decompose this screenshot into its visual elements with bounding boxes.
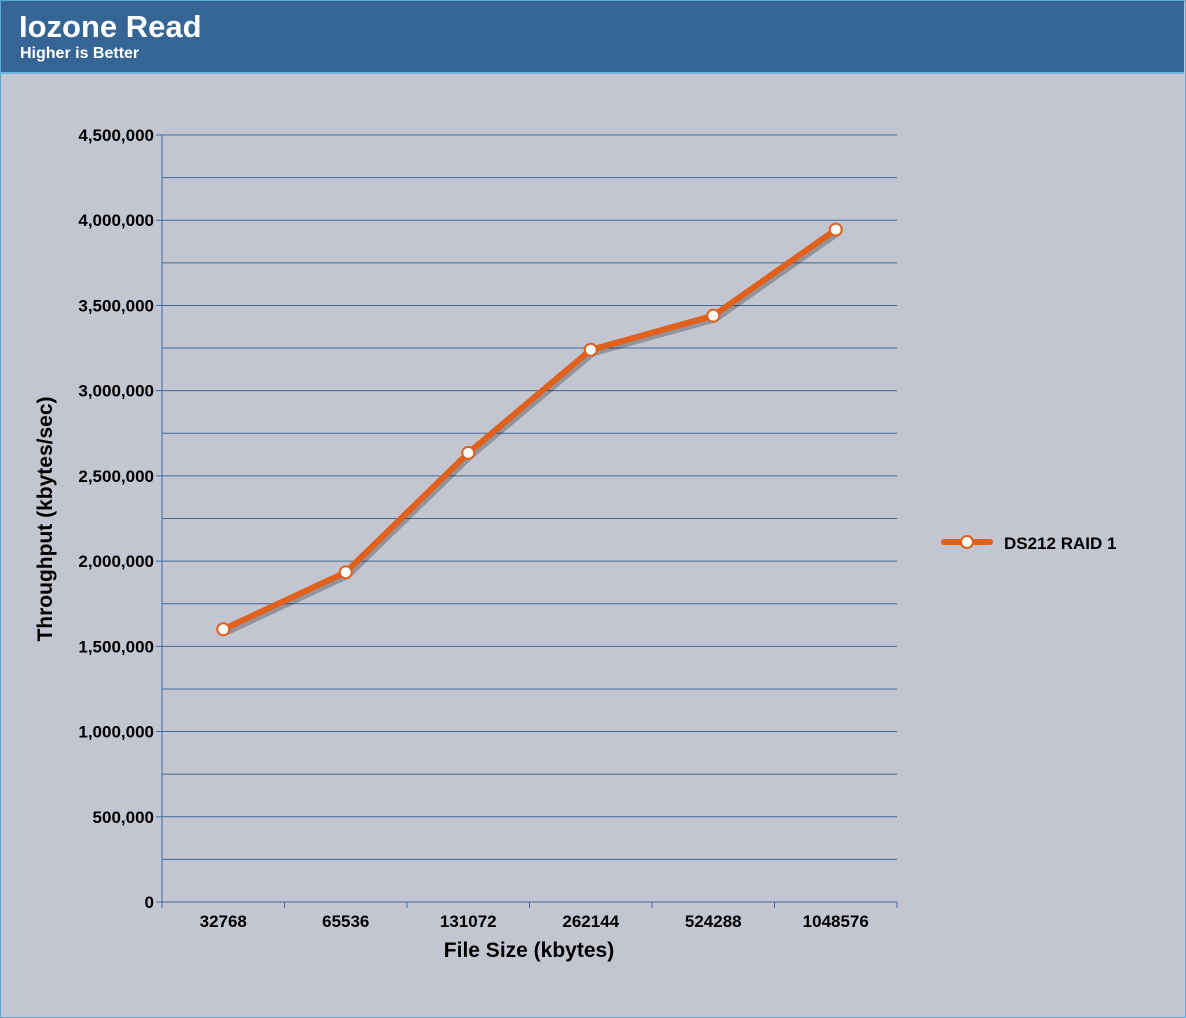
data-point — [583, 342, 598, 357]
gridlines — [162, 134, 897, 860]
x-tick-label: 1048576 — [803, 912, 869, 931]
data-point — [216, 622, 231, 637]
y-tick-label: 4,000,000 — [78, 211, 154, 230]
y-axis-label: Throughput (kbytes/sec) — [34, 396, 57, 641]
series-line-shadow — [221, 229, 842, 636]
y-tick-label: 1,000,000 — [78, 723, 154, 742]
y-tick-labels: 0 500,000 1,000,000 1,500,000 2,000,000 2,500… — [78, 126, 162, 912]
y-tick-label: 1,500,000 — [78, 637, 154, 656]
y-tick-label: 500,000 — [93, 808, 154, 827]
chart-title: Iozone Read — [19, 9, 202, 44]
series-group — [216, 222, 843, 637]
y-tick-label: 4,500,000 — [78, 126, 154, 145]
x-tick-label: 262144 — [562, 912, 619, 931]
data-point — [828, 222, 843, 237]
x-tick-label: 524288 — [685, 912, 742, 931]
y-tick-label: 2,500,000 — [78, 467, 154, 486]
x-tick-label: 32768 — [200, 912, 247, 931]
data-point — [461, 445, 476, 460]
x-tick-label: 65536 — [322, 912, 369, 931]
series-line — [220, 226, 839, 633]
legend-entry-label: DS212 RAID 1 — [1004, 534, 1116, 553]
x-axis-label: File Size (kbytes) — [444, 939, 614, 962]
y-tick-label: 2,000,000 — [78, 552, 154, 571]
chart-subtitle: Higher is Better — [20, 45, 140, 62]
x-tick-labels: 32768 65536 131072 262144 524288 1048576 — [161, 902, 898, 931]
data-point — [706, 308, 721, 323]
legend-marker — [960, 535, 974, 549]
x-tick-label: 131072 — [440, 912, 497, 931]
y-tick-label: 3,500,000 — [78, 296, 154, 315]
chart-header: Iozone Read Higher is Better — [1, 1, 1184, 74]
y-tick-label: 0 — [145, 893, 154, 912]
y-tick-label: 3,000,000 — [78, 382, 154, 401]
data-point — [338, 565, 353, 580]
legend: DS212 RAID 1 — [941, 534, 1116, 553]
